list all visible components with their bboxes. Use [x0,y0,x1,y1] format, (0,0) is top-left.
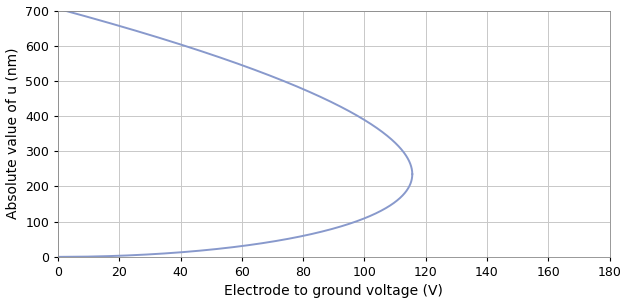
X-axis label: Electrode to ground voltage (V): Electrode to ground voltage (V) [224,285,443,299]
Y-axis label: Absolute value of u (nm): Absolute value of u (nm) [6,48,19,219]
